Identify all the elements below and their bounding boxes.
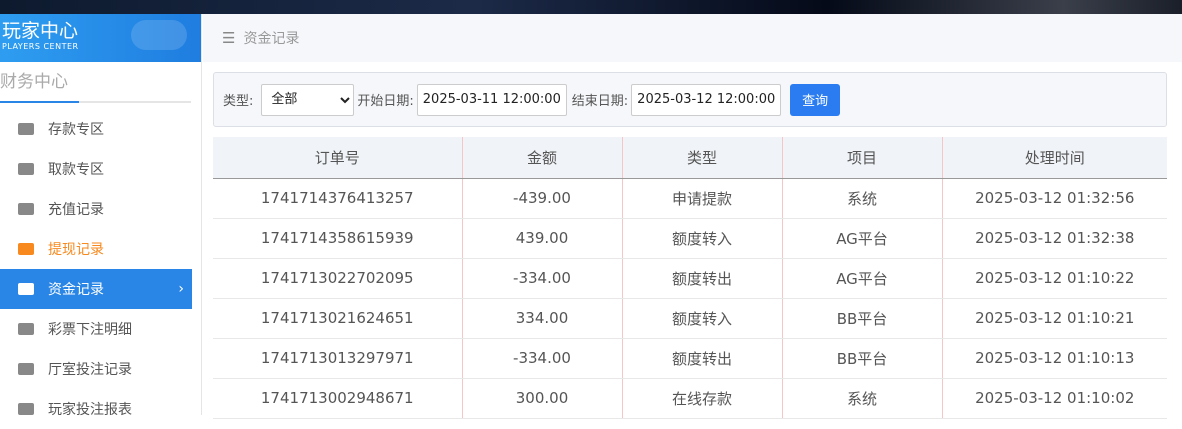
wallet-icon [18, 243, 34, 255]
start-date-input[interactable] [416, 83, 567, 116]
table-cell: 2025-03-12 01:10:02 [942, 378, 1167, 419]
table-row: 1741713021624651 334.00 额度转入 BB平台 2025-03-12… [213, 298, 1167, 339]
sidebar-item[interactable]: 提现记录 [0, 229, 192, 269]
sidebar-item-label: 玩家投注报表 [48, 402, 132, 418]
filter-bar: 类型: 全部 开始日期: 结束日期: 查询 [213, 72, 1167, 127]
table-cell: 额度转入 [622, 218, 783, 259]
table-cell: 申请提款 [622, 178, 783, 219]
table-cell: 额度转入 [622, 298, 783, 339]
table-cell: -334.00 [462, 338, 623, 379]
sidebar-item-label: 彩票下注明细 [48, 322, 132, 338]
sidebar-item[interactable]: 厅室投注记录 [0, 349, 192, 389]
list-icon [18, 323, 34, 335]
chevron-right-icon: › [178, 281, 184, 297]
sidebar-item[interactable]: 彩票下注明细 [0, 309, 192, 349]
sidebar-item-label: 提现记录 [48, 242, 104, 258]
menu-icon[interactable]: ☰ [222, 29, 236, 47]
table-row: 1741714376413257 -439.00 申请提款 系统 2025-03-12 … [213, 178, 1167, 219]
section-title: 财务中心 [0, 70, 191, 103]
type-select[interactable]: 全部 [261, 83, 355, 116]
sidebar-item[interactable]: 存款专区 [0, 109, 192, 149]
sidebar-item-label: 厅室投注记录 [48, 362, 132, 378]
end-date-input[interactable] [631, 83, 782, 116]
top-banner [0, 0, 1182, 14]
logo: 玩家中心 PLAYERS CENTER [0, 14, 201, 62]
card-icon [18, 123, 34, 135]
table-cell: 2025-03-12 01:10:13 [942, 338, 1167, 379]
column-header: 项目 [782, 137, 943, 179]
table-cell: BB平台 [782, 298, 943, 339]
table-cell: 1741713022702095 [213, 258, 463, 299]
table-cell: 2025-03-12 01:32:38 [942, 218, 1167, 259]
sidebar-item[interactable]: 取款专区 [0, 149, 192, 189]
start-date-label: 开始日期: [357, 94, 414, 109]
sidebar-item-label: 资金记录 [48, 282, 104, 298]
table-cell: 在线存款 [622, 378, 783, 419]
column-header: 处理时间 [942, 137, 1167, 179]
table-cell: 334.00 [462, 298, 623, 339]
column-header: 订单号 [213, 137, 463, 179]
table-cell: 1741714358615939 [213, 218, 463, 259]
report-icon [18, 403, 34, 415]
table-cell: 439.00 [462, 218, 623, 259]
table-cell: 系统 [782, 378, 943, 419]
money-bag-icon [18, 203, 34, 215]
table-cell: 系统 [782, 178, 943, 219]
table-cell: 1741713021624651 [213, 298, 463, 339]
sidebar-item-label: 充值记录 [48, 202, 104, 218]
table-cell: 2025-03-12 01:10:21 [942, 298, 1167, 339]
list-bullet-icon [18, 363, 34, 375]
table-cell: 1741713002948671 [213, 378, 463, 419]
sidebar-item-label: 取款专区 [48, 162, 104, 178]
table-cell: -439.00 [462, 178, 623, 219]
column-header: 金额 [462, 137, 623, 179]
query-button[interactable]: 查询 [790, 83, 841, 116]
table-cell: AG平台 [782, 218, 943, 259]
sidebar: 玩家中心 PLAYERS CENTER 财务中心 存款专区取款专区充值记录提现记… [0, 14, 202, 418]
sidebar-item[interactable]: 充值记录 [0, 189, 192, 229]
table-cell: BB平台 [782, 338, 943, 379]
end-date-label: 结束日期: [571, 94, 629, 109]
type-label: 类型: [223, 94, 254, 109]
table-cell: 2025-03-12 01:32:56 [942, 178, 1167, 219]
page-title: 资金记录 [243, 31, 300, 47]
breadcrumb: ☰ 资金记录 [203, 14, 1182, 62]
hand-money-icon [18, 163, 34, 175]
table-cell: 额度转出 [622, 338, 783, 379]
table-cell: 额度转出 [622, 258, 783, 299]
sidebar-item[interactable]: 玩家投注报表 [0, 389, 192, 429]
fund-icon [18, 283, 34, 295]
fund-records-table: 订单号 金额 类型 项目 处理时间 1741714376413257 -439.00 申请提… [213, 137, 1167, 419]
table-cell: 300.00 [462, 378, 623, 419]
sidebar-item[interactable]: 资金记录 › [0, 269, 192, 309]
table-cell: AG平台 [782, 258, 943, 299]
table-row: 1741713002948671 300.00 在线存款 系统 2025-03-12 0… [213, 378, 1167, 419]
table-row: 1741713013297971 -334.00 额度转出 BB平台 2025-03-1… [213, 338, 1167, 379]
table-cell: 1741714376413257 [213, 178, 463, 219]
column-header: 类型 [622, 137, 783, 179]
table-cell: -334.00 [462, 258, 623, 299]
table-row: 1741713022702095 -334.00 额度转出 AG平台 2025-03-1… [213, 258, 1167, 299]
table-cell: 1741713013297971 [213, 338, 463, 379]
table-row: 1741714358615939 439.00 额度转入 AG平台 2025-03-12… [213, 218, 1167, 259]
table-cell: 2025-03-12 01:10:22 [942, 258, 1167, 299]
gamepad-icon [131, 20, 187, 50]
sidebar-item-label: 存款专区 [48, 122, 104, 138]
